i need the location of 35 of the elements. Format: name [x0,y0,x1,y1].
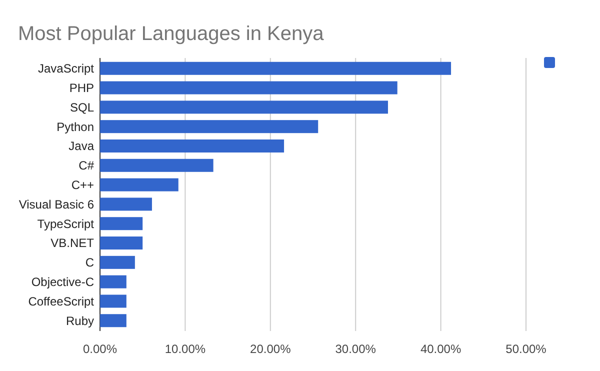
bar [100,217,143,230]
y-tick-label: C# [78,158,94,173]
y-tick-label: C++ [71,178,94,192]
y-tick-label: Python [56,120,94,134]
bar [100,100,388,114]
x-tick-label: 10.00% [164,342,206,356]
bar [100,120,318,134]
y-tick-label: TypeScript [37,216,95,231]
chart-title: Most Popular Languages in Kenya [18,23,325,45]
bar [100,236,143,250]
y-tick-label: VB.NET [50,236,95,250]
bar [100,81,398,94]
y-tick-label: JavaScript [38,62,95,76]
bar [100,314,126,328]
y-tick-label: C [85,256,94,270]
y-tick-label: PHP [69,80,94,95]
y-tick-label: Objective-C [31,275,94,290]
bar [100,158,214,172]
bar [100,294,126,308]
y-tick-label: CoffeeScript [28,294,95,308]
y-tick-label: SQL [70,100,94,114]
y-tick-label: Java [68,139,94,154]
x-tick-label: 40.00% [420,342,462,356]
x-tick-label: 0.00% [82,342,118,356]
bar [100,198,152,211]
bar [100,178,178,192]
bar [100,139,284,152]
bar [100,256,135,269]
x-tick-label: 20.00% [250,342,292,356]
bar [100,275,126,288]
y-tick-label: Visual Basic 6 [18,197,94,212]
y-tick-label: Ruby [66,314,94,328]
x-tick-label: 30.00% [335,342,376,356]
bar [100,62,452,75]
x-tick-label: 50.00% [506,342,547,356]
